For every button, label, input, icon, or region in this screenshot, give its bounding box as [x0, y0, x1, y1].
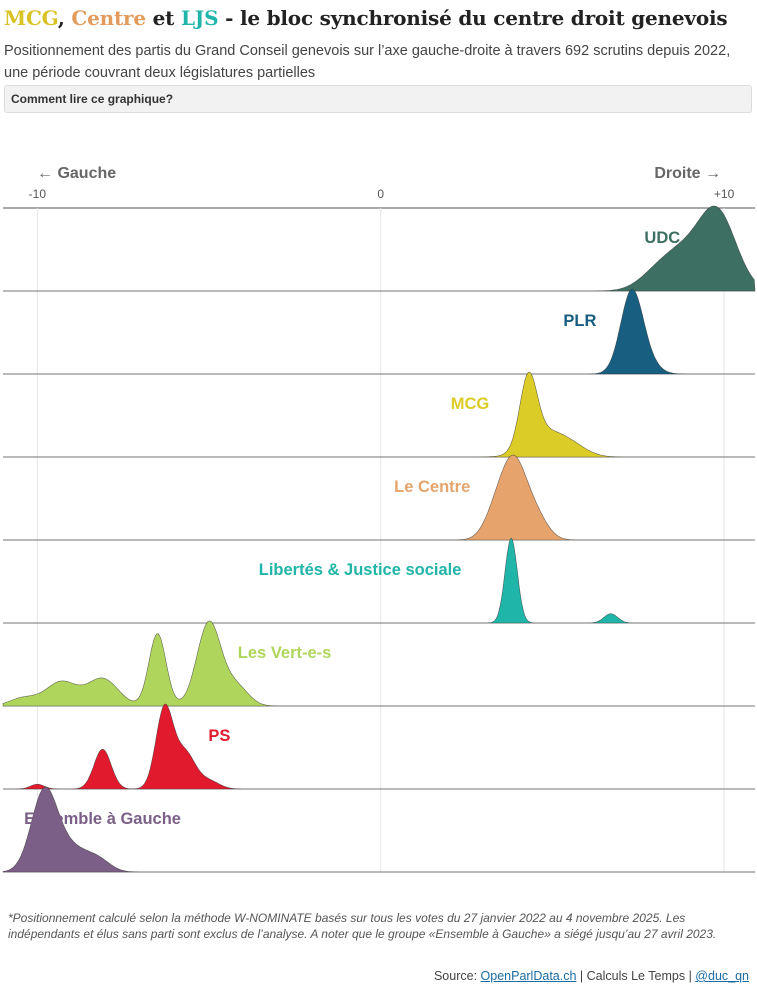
- chart-subtitle: Positionnement des partis du Grand Conse…: [4, 43, 731, 81]
- series-label: PLR: [563, 312, 596, 330]
- ridge-les-vert-e-s: [2, 620, 755, 707]
- source-link[interactable]: OpenParlData.ch: [480, 969, 577, 983]
- ridges-layer: [2, 205, 756, 873]
- direction-left-label: ← Gauche: [37, 165, 116, 182]
- separator: |: [579, 969, 584, 983]
- direction-right-label: Droite →: [654, 165, 721, 182]
- author-link[interactable]: @duc_qn: [695, 969, 749, 983]
- series-label: Le Centre: [394, 478, 470, 496]
- series-label: Les Vert-e-s: [238, 644, 332, 662]
- ridgeline-chart: -10 0 +10 UDC PLR MCG Le Centre Libertés & Just…: [2, 165, 756, 873]
- ridge-ps: [3, 703, 755, 790]
- title-part: MCG: [4, 6, 58, 30]
- x-tick-label: +10: [714, 187, 735, 201]
- separator: |: [688, 969, 692, 983]
- title-part: - le bloc synchronisé du centre droit ge…: [218, 6, 728, 30]
- chart-title: MCG, Centre et LJS - le bloc synchronisé…: [4, 6, 728, 30]
- ridge-ensemble-gauche: [2, 786, 755, 873]
- series-label: MCG: [451, 395, 490, 413]
- title-part: ,: [57, 6, 72, 30]
- labels-layer: -10 0 +10 UDC PLR MCG Le Centre Libertés & Just…: [24, 187, 734, 828]
- series-label: Libertés & Justice sociale: [259, 561, 462, 579]
- title-part: et: [145, 6, 181, 30]
- ridge-mcg: [3, 371, 755, 458]
- ridge-udc: [3, 205, 756, 292]
- source-label: Source:: [433, 969, 481, 983]
- title-part: Centre: [71, 6, 146, 30]
- ridge-libert-s-justice-sociale: [3, 537, 755, 624]
- x-tick-label: 0: [377, 187, 384, 201]
- ridge-le-centre: [3, 454, 755, 541]
- series-label: UDC: [644, 229, 680, 247]
- x-tick-label: -10: [29, 187, 47, 201]
- title-part: LJS: [180, 6, 219, 30]
- source-line: Source: OpenParlData.ch | Calculs Le Tem…: [434, 969, 749, 983]
- series-label: Ensemble à Gauche: [24, 810, 181, 828]
- series-label: PS: [208, 727, 230, 745]
- ridge-plr: [3, 288, 755, 375]
- credit-text: Calculs Le Temps: [586, 969, 686, 983]
- how-to-read-button[interactable]: Comment lire ce graphique?: [4, 85, 752, 113]
- footnote: *Positionnement calculé selon la méthode…: [8, 911, 717, 941]
